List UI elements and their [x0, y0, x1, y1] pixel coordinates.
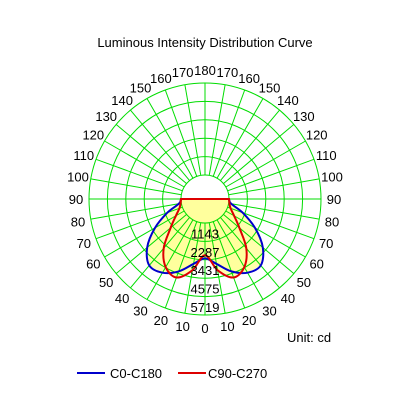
legend-label-c90-c270: C90-C270	[208, 366, 267, 381]
angle-label: 170	[217, 65, 239, 80]
angle-label: 150	[130, 80, 152, 95]
angle-label: 60	[309, 257, 323, 272]
grid-spoke	[223, 124, 295, 184]
angle-label: 10	[220, 319, 234, 334]
grid-spoke	[228, 178, 320, 196]
angle-label: 130	[95, 109, 117, 124]
grid-spoke	[216, 219, 264, 300]
grid-spoke	[208, 222, 226, 314]
angle-label: 70	[319, 236, 333, 251]
grid-spoke	[225, 140, 306, 188]
series-layer	[145, 198, 265, 279]
chart-title: Luminous Intensity Distribution Curve	[97, 35, 312, 50]
angle-label: 120	[306, 128, 328, 143]
angle-label: 90	[327, 192, 341, 207]
grid-spoke	[227, 158, 315, 192]
unit-label: Unit: cd	[287, 330, 331, 345]
angle-label: 170	[172, 65, 194, 80]
grid-spoke	[95, 158, 183, 192]
angle-label: 80	[71, 214, 85, 229]
angle-label: 40	[115, 291, 129, 306]
grid-spoke	[223, 214, 295, 274]
angle-label: 100	[67, 170, 89, 185]
series-line-c0-c180	[145, 198, 265, 275]
angle-label: 20	[154, 313, 168, 328]
grid-spoke	[212, 89, 246, 177]
grid-spoke	[212, 221, 246, 309]
angle-label: 150	[259, 80, 281, 95]
grid-spoke	[208, 84, 226, 176]
angle-label: 140	[277, 93, 299, 108]
grid-spoke	[220, 217, 280, 289]
legend: C0-C180 C90-C270	[77, 366, 267, 381]
grid-spoke	[104, 140, 185, 188]
grid-spoke	[115, 214, 187, 274]
angle-label: 110	[73, 148, 94, 163]
radial-tick-labels: 1143 2287 3431 4575 5719	[191, 226, 220, 315]
grid-spoke	[90, 178, 182, 196]
series-line-c90-c270	[162, 198, 248, 279]
angle-label: 90	[69, 192, 83, 207]
grid-spoke	[164, 89, 198, 177]
radial-tick-label: 2287	[191, 245, 220, 260]
grid-spoke	[225, 210, 306, 258]
radial-tick-label: 1143	[191, 226, 219, 241]
angle-label: 20	[242, 313, 256, 328]
angle-label: 40	[281, 291, 295, 306]
grid-spoke	[130, 217, 190, 289]
angle-label: 50	[99, 275, 113, 290]
angle-label: 80	[325, 214, 339, 229]
angle-label: 130	[293, 109, 315, 124]
grid-spoke	[130, 109, 190, 181]
grid-spoke	[220, 109, 280, 181]
angle-label: 10	[175, 319, 189, 334]
radial-tick-label: 5719	[191, 300, 220, 315]
angle-label: 30	[133, 304, 147, 319]
grid-spoke	[184, 84, 202, 176]
angle-label: 180	[194, 63, 216, 78]
grid-spoke	[146, 219, 194, 300]
legend-label-c0-c180: C0-C180	[110, 366, 162, 381]
grid-spoke	[104, 210, 185, 258]
angle-label: 110	[316, 148, 337, 163]
grid-spoke	[90, 202, 182, 220]
angle-label: 100	[321, 170, 343, 185]
angle-label: 160	[238, 71, 260, 86]
grid-spoke	[146, 98, 194, 179]
radial-tick-label: 4575	[191, 282, 220, 297]
grid-spoke	[216, 98, 264, 179]
angle-label: 140	[111, 93, 133, 108]
angle-label: 160	[150, 71, 172, 86]
grid-spoke	[164, 221, 198, 309]
angle-label: 70	[77, 236, 91, 251]
angle-label: 60	[86, 257, 100, 272]
grid-spoke	[184, 222, 202, 314]
angle-label: 50	[297, 275, 311, 290]
angle-label: 30	[262, 304, 276, 319]
grid-spoke	[115, 124, 187, 184]
radial-tick-label: 3431	[191, 263, 220, 278]
grid-spoke	[228, 202, 320, 220]
angle-labels: 0102030405060708090100110120130140150160…	[67, 63, 343, 336]
angle-label: 0	[201, 321, 208, 336]
angle-label: 120	[82, 128, 104, 143]
